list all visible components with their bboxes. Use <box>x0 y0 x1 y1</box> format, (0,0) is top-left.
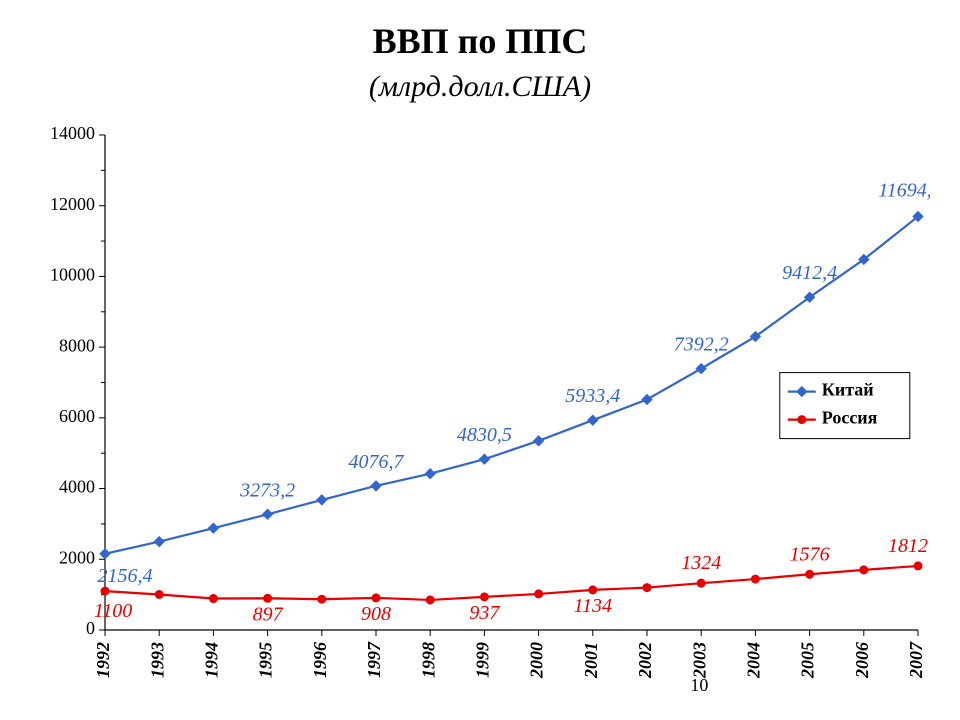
data-label: 5933,4 <box>565 385 620 407</box>
data-label: 1812 <box>888 535 928 557</box>
data-marker <box>426 596 434 604</box>
x-tick-label: 2002 <box>635 642 655 679</box>
data-marker <box>589 586 597 594</box>
data-label: 1100 <box>94 600 133 622</box>
data-label: 7392,2 <box>674 334 729 356</box>
data-label: 908 <box>361 603 391 625</box>
x-tick-label: 1992 <box>93 642 113 678</box>
chart-area: 0200040006000800010000120001400019921993… <box>30 120 930 700</box>
data-marker <box>425 469 435 479</box>
data-marker <box>372 594 380 602</box>
data-marker <box>317 495 327 505</box>
data-label: 11694,2 <box>878 180 930 202</box>
data-marker <box>697 579 705 587</box>
data-label: 3273,2 <box>239 479 295 501</box>
data-marker <box>155 590 163 598</box>
x-tick-label: 2000 <box>527 642 547 679</box>
data-label: 937 <box>469 602 500 624</box>
y-tick-label: 12000 <box>50 194 95 214</box>
data-marker <box>914 562 922 570</box>
data-marker <box>318 595 326 603</box>
data-label: 1134 <box>574 595 613 617</box>
legend-label: Россия <box>822 408 878 428</box>
data-label: 9412,4 <box>782 262 837 284</box>
data-marker <box>642 394 652 404</box>
data-marker <box>534 436 544 446</box>
x-tick-label: 2005 <box>798 642 818 679</box>
chart-svg: 0200040006000800010000120001400019921993… <box>30 120 930 700</box>
data-marker <box>860 566 868 574</box>
data-marker <box>751 575 759 583</box>
data-marker <box>101 587 109 595</box>
y-tick-label: 2000 <box>59 547 95 567</box>
data-label: 4076,7 <box>349 451 405 473</box>
x-tick-label: 2001 <box>581 642 601 679</box>
legend-swatch-marker <box>798 416 806 424</box>
x-tick-label: 1998 <box>418 642 438 678</box>
x-tick-label: 1996 <box>310 642 330 678</box>
data-marker <box>100 549 110 559</box>
x-tick-label: 2004 <box>744 642 764 679</box>
y-tick-label: 10000 <box>50 265 95 285</box>
data-marker <box>643 584 651 592</box>
data-marker <box>696 364 706 374</box>
data-marker <box>154 537 164 547</box>
data-label: 2156,4 <box>98 565 153 587</box>
y-tick-label: 8000 <box>59 335 95 355</box>
data-label: 897 <box>253 603 284 625</box>
page-number: 10 <box>690 675 708 696</box>
y-tick-label: 6000 <box>59 406 95 426</box>
data-marker <box>479 454 489 464</box>
data-marker <box>535 590 543 598</box>
x-tick-label: 1993 <box>147 642 167 678</box>
x-tick-label: 2006 <box>852 642 872 679</box>
data-label: 4830,5 <box>457 424 512 446</box>
data-marker <box>480 593 488 601</box>
data-label: 1576 <box>790 543 830 565</box>
data-marker <box>263 509 273 519</box>
series-line <box>105 566 918 600</box>
data-label: 1324 <box>681 552 721 574</box>
chart-subtitle: (млрд.долл.США) <box>0 70 960 104</box>
data-marker <box>264 594 272 602</box>
legend-label: Китай <box>822 380 874 400</box>
y-tick-label: 4000 <box>59 477 95 497</box>
chart-title: ВВП по ППС <box>0 20 960 62</box>
data-marker <box>806 570 814 578</box>
x-tick-label: 1994 <box>202 642 222 678</box>
data-marker <box>371 481 381 491</box>
x-tick-label: 1995 <box>256 642 276 678</box>
y-tick-label: 14000 <box>50 123 95 143</box>
data-marker <box>208 523 218 533</box>
data-marker <box>588 415 598 425</box>
x-tick-label: 2007 <box>906 641 926 679</box>
x-tick-label: 2003 <box>689 642 709 679</box>
data-marker <box>209 595 217 603</box>
x-tick-label: 1997 <box>364 641 384 678</box>
x-tick-label: 1999 <box>473 642 493 678</box>
